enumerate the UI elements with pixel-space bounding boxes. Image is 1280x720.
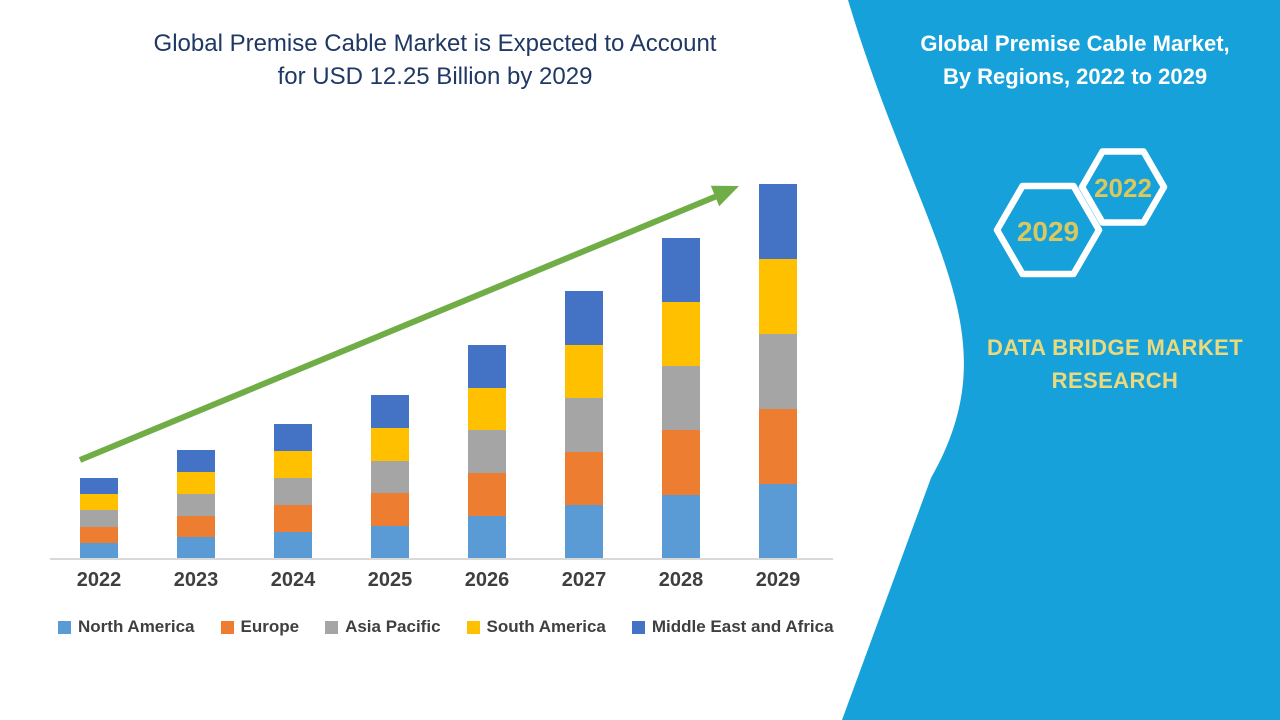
bar-2027-segment-europe [565,451,603,506]
bar-2027-segment-middle-east-and-africa [565,291,603,345]
bar-2028-segment-middle-east-and-africa [662,237,700,302]
legend-item-south-america: South America [466,617,606,637]
bar-2024 [274,424,312,559]
bar-2023-segment-south-america [177,472,215,494]
bar-2024-segment-europe [274,505,312,533]
legend-label: Europe [240,617,300,636]
side-panel-title-line1: Global Premise Cable Market, [920,31,1230,56]
x-axis-label-2022: 2022 [76,569,122,591]
bar-2029-segment-south-america [759,259,797,334]
bar-2023-segment-asia-pacific [177,493,215,516]
bar-2028-segment-north-america [662,494,700,559]
x-axis-label-2029: 2029 [755,569,801,591]
legend-item-middle-east-and-africa: Middle East and Africa [631,617,834,637]
x-axis-label-2024: 2024 [270,569,316,591]
legend-swatch-icon [466,620,480,634]
bar-2023 [177,450,215,559]
brand-line1: DATA BRIDGE MARKET [986,335,1244,360]
bar-2026-segment-north-america [468,516,506,559]
bar-2029-segment-europe [759,409,797,484]
bar-2026 [468,344,506,559]
side-panel-title: Global Premise Cable Market, By Regions,… [880,27,1270,93]
bar-2022-segment-south-america [80,494,118,511]
x-axis-line [50,558,833,560]
bar-2028-segment-south-america [662,301,700,367]
hexagon-2022-icon [1078,148,1168,226]
bar-2029-segment-middle-east-and-africa [759,184,797,259]
legend-swatch-icon [631,620,645,634]
trend-arrow [78,185,739,463]
x-axis-label-2026: 2026 [464,569,510,591]
legend-label: South America [486,617,606,636]
bar-2028-segment-europe [662,430,700,495]
bar-2027-segment-north-america [565,505,603,559]
chart-title-line2: for USD 12.25 Billion by 2029 [277,63,593,90]
x-axis-label-2025: 2025 [367,569,413,591]
bar-2025-segment-north-america [371,526,409,559]
bar-2026-segment-south-america [468,387,506,431]
legend-item-asia-pacific: Asia Pacific [325,617,441,637]
bar-2027-segment-asia-pacific [565,398,603,452]
hexagon-2029-label: 2029 [1016,216,1080,247]
bar-2026-segment-asia-pacific [468,430,506,474]
bar-2022-segment-europe [80,526,118,543]
bar-2027 [565,291,603,559]
chart-title: Global Premise Cable Market is Expected … [30,27,840,93]
bar-2028 [662,237,700,559]
hexagon-2022-label: 2022 [1094,173,1152,203]
legend-item-europe: Europe [220,617,300,637]
x-axis-label-2027: 2027 [561,569,607,591]
bar-2025-segment-asia-pacific [371,460,409,494]
bar-2025-segment-europe [371,493,409,527]
bar-2026-segment-middle-east-and-africa [468,344,506,388]
legend-label: North America [78,617,195,636]
bar-2023-segment-europe [177,515,215,538]
bar-2022-segment-asia-pacific [80,510,118,527]
side-panel-title-line2: By Regions, 2022 to 2029 [942,64,1208,89]
side-panel-swoosh [842,0,1280,720]
bar-2023-segment-north-america [177,537,215,559]
bar-2029-segment-north-america [759,484,797,559]
hexagon-2029-icon [993,182,1103,278]
brand-line2: RESEARCH [1051,368,1179,393]
legend-swatch-icon [325,620,339,634]
bar-2026-segment-europe [468,473,506,517]
legend-item-north-america: North America [58,617,195,637]
legend-swatch-icon [220,620,234,634]
bar-2023-segment-middle-east-and-africa [177,450,215,473]
x-axis-label-2023: 2023 [173,569,219,591]
bar-2025-segment-south-america [371,427,409,461]
bar-2025-segment-middle-east-and-africa [371,395,409,428]
bar-2024-segment-middle-east-and-africa [274,424,312,452]
bar-2022-segment-north-america [80,542,118,559]
legend-label: Middle East and Africa [651,617,834,636]
bar-2029-segment-asia-pacific [759,334,797,409]
bar-2024-segment-north-america [274,532,312,559]
bar-2022-segment-middle-east-and-africa [80,477,118,495]
bar-2024-segment-asia-pacific [274,478,312,506]
bar-2029 [759,184,797,559]
x-axis-label-2028: 2028 [658,569,704,591]
legend-swatch-icon [58,620,71,634]
brand-wordmark: DATA BRIDGE MARKET RESEARCH [955,331,1275,397]
bar-2022 [80,477,118,559]
bar-2027-segment-south-america [565,344,603,399]
legend: North America Europe Asia Pacific South Ame… [58,617,834,637]
bar-2024-segment-south-america [274,451,312,479]
bar-2028-segment-asia-pacific [662,366,700,431]
bar-2025 [371,395,409,559]
chart-title-line1: Global Premise Cable Market is Expected … [153,30,717,57]
legend-label: Asia Pacific [345,617,441,636]
